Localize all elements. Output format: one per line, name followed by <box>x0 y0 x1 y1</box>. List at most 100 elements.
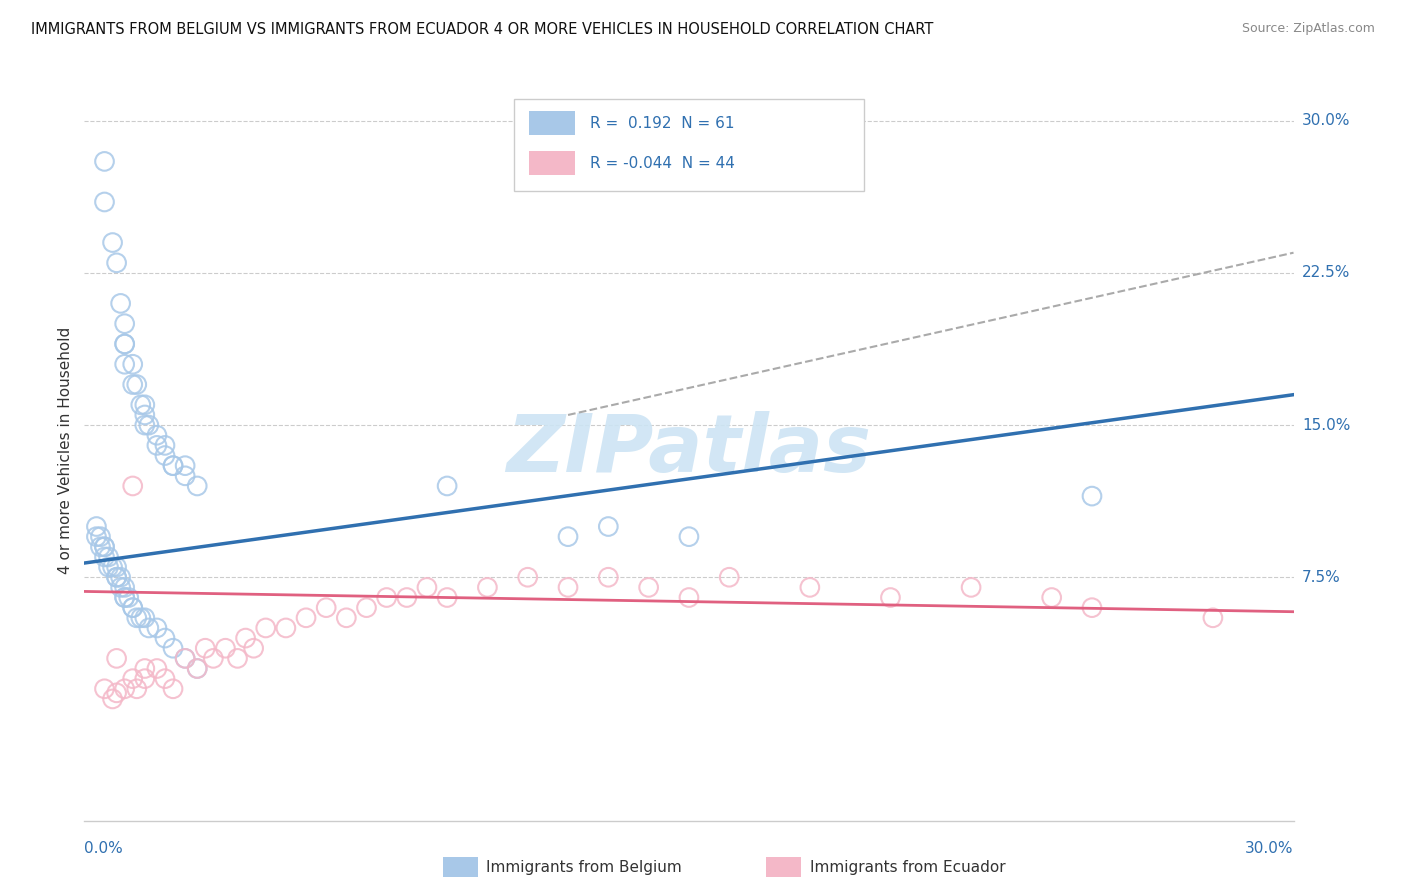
Point <box>153 438 176 452</box>
Point <box>315 600 337 615</box>
Point <box>110 296 132 310</box>
Point <box>110 570 132 584</box>
Point <box>89 540 111 554</box>
Point <box>86 530 108 544</box>
Point <box>89 530 111 544</box>
Point <box>105 256 128 270</box>
Text: 0.0%: 0.0% <box>84 841 124 856</box>
Point <box>1081 489 1104 503</box>
Point <box>105 570 128 584</box>
Point <box>121 377 143 392</box>
Text: R =  0.192  N = 61: R = 0.192 N = 61 <box>589 116 734 131</box>
Point <box>93 194 115 209</box>
Text: 15.0%: 15.0% <box>1302 417 1350 433</box>
Point <box>146 621 169 635</box>
Point <box>637 580 659 594</box>
Point <box>134 408 156 422</box>
Point <box>477 580 499 594</box>
Point <box>114 337 136 351</box>
Point <box>162 458 184 473</box>
Point <box>121 600 143 615</box>
Point <box>1081 600 1104 615</box>
Point <box>105 686 128 700</box>
Point <box>153 449 176 463</box>
Text: 30.0%: 30.0% <box>1302 113 1350 128</box>
Point <box>138 418 160 433</box>
Point <box>114 681 136 696</box>
Point <box>121 600 143 615</box>
Point <box>1202 611 1225 625</box>
Point <box>105 570 128 584</box>
Point <box>416 580 439 594</box>
Point <box>101 235 124 250</box>
Point <box>101 692 124 706</box>
Point <box>436 479 458 493</box>
Text: ZIPatlas: ZIPatlas <box>506 411 872 490</box>
Point <box>114 580 136 594</box>
Point <box>162 681 184 696</box>
Point <box>105 560 128 574</box>
Point <box>516 570 538 584</box>
Point <box>129 611 152 625</box>
Point <box>557 580 579 594</box>
Text: 7.5%: 7.5% <box>1302 570 1340 585</box>
Point <box>678 530 700 544</box>
Point <box>97 560 120 574</box>
Point <box>114 357 136 371</box>
Point <box>121 479 143 493</box>
Point <box>226 651 249 665</box>
Point <box>146 661 169 675</box>
Point <box>186 661 208 675</box>
Point <box>186 661 208 675</box>
Point <box>598 519 620 533</box>
Point <box>86 519 108 533</box>
Point <box>879 591 901 605</box>
Point <box>202 651 225 665</box>
Point <box>134 398 156 412</box>
Text: IMMIGRANTS FROM BELGIUM VS IMMIGRANTS FROM ECUADOR 4 OR MORE VEHICLES IN HOUSEHO: IMMIGRANTS FROM BELGIUM VS IMMIGRANTS FR… <box>31 22 934 37</box>
Point <box>174 651 197 665</box>
Point <box>960 580 983 594</box>
Point <box>153 631 176 645</box>
Text: Immigrants from Belgium: Immigrants from Belgium <box>486 860 682 874</box>
Point <box>146 438 169 452</box>
Point <box>125 377 148 392</box>
Text: R = -0.044  N = 44: R = -0.044 N = 44 <box>589 156 735 170</box>
FancyBboxPatch shape <box>529 152 575 175</box>
Point <box>799 580 821 594</box>
Point <box>93 540 115 554</box>
Point <box>194 641 217 656</box>
Point <box>134 672 156 686</box>
FancyBboxPatch shape <box>513 99 865 191</box>
Point <box>395 591 418 605</box>
Point <box>134 661 156 675</box>
Point <box>134 611 156 625</box>
Point <box>186 479 208 493</box>
Point <box>101 560 124 574</box>
Text: Source: ZipAtlas.com: Source: ZipAtlas.com <box>1241 22 1375 36</box>
Point <box>1040 591 1063 605</box>
Point <box>97 549 120 564</box>
Point <box>174 651 197 665</box>
Point <box>125 681 148 696</box>
Point <box>375 591 398 605</box>
Point <box>242 641 264 656</box>
Point <box>93 154 115 169</box>
Point <box>114 591 136 605</box>
Point <box>598 570 620 584</box>
Text: 30.0%: 30.0% <box>1246 841 1294 856</box>
Point <box>254 621 277 635</box>
FancyBboxPatch shape <box>529 112 575 135</box>
Point <box>114 317 136 331</box>
Text: Immigrants from Ecuador: Immigrants from Ecuador <box>810 860 1005 874</box>
Point <box>93 540 115 554</box>
Point <box>162 641 184 656</box>
Point <box>93 681 115 696</box>
Point <box>114 591 136 605</box>
Point <box>214 641 236 656</box>
Point <box>125 611 148 625</box>
Point <box>110 580 132 594</box>
Point <box>114 337 136 351</box>
Y-axis label: 4 or more Vehicles in Household: 4 or more Vehicles in Household <box>58 326 73 574</box>
Point <box>93 549 115 564</box>
